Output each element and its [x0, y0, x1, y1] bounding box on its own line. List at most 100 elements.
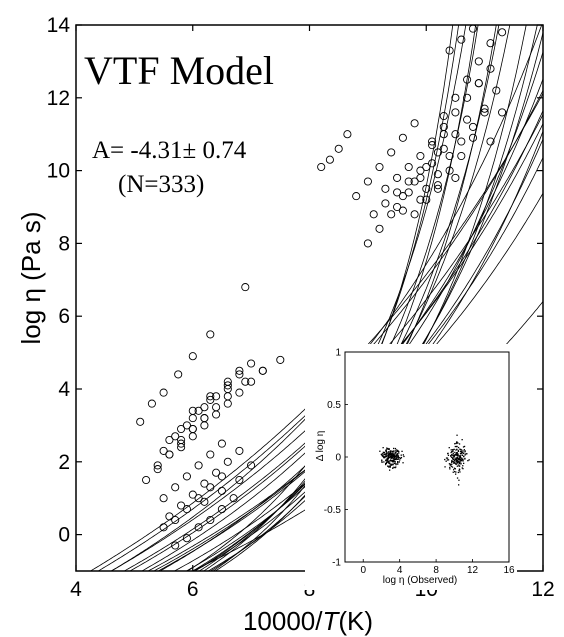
- residual-point: [383, 451, 386, 454]
- residual-point: [392, 451, 394, 453]
- observed-point: [235, 446, 244, 455]
- residual-point: [465, 453, 467, 455]
- residual-point: [403, 455, 405, 458]
- residual-point: [458, 479, 460, 481]
- observed-point: [212, 403, 221, 412]
- residual-point: [455, 471, 457, 473]
- observed-point: [177, 439, 186, 448]
- residual-point: [389, 466, 391, 468]
- fit-curve-16: [191, 25, 511, 571]
- observed-point: [463, 75, 472, 84]
- main-chart: 468101202468101214 VTF Model A= -4.31± 0…: [16, 14, 555, 636]
- observed-point: [194, 406, 203, 415]
- observed-point: [171, 541, 180, 550]
- residual-point: [466, 453, 468, 455]
- observed-point: [451, 108, 460, 117]
- residual-point: [390, 459, 392, 461]
- residual-point: [453, 462, 456, 464]
- y-tick-label: 2: [58, 451, 70, 474]
- fit-curve-17: [194, 25, 500, 571]
- residual-point: [385, 459, 387, 461]
- residual-point: [389, 450, 392, 453]
- residual-point: [457, 458, 459, 461]
- observed-point: [177, 443, 186, 452]
- residual-point: [454, 454, 457, 456]
- observed-point: [410, 177, 419, 186]
- inset-x-tick-label: 8: [433, 565, 439, 576]
- observed-point: [410, 210, 419, 219]
- residual-point: [383, 453, 386, 456]
- residual-point: [447, 454, 450, 456]
- y-tick-label: 8: [58, 232, 70, 255]
- residual-point: [397, 456, 399, 459]
- residual-point: [449, 463, 451, 465]
- observed-point: [206, 450, 215, 459]
- observed-point: [404, 177, 413, 186]
- residual-point: [396, 450, 398, 453]
- residual-point: [456, 442, 458, 444]
- observed-point: [188, 432, 197, 441]
- observed-point: [433, 184, 442, 193]
- observed-point: [428, 159, 437, 168]
- residual-point: [453, 455, 456, 457]
- residual-point: [392, 461, 395, 463]
- residual-point: [459, 455, 461, 458]
- residual-point: [464, 451, 466, 453]
- residual-point: [397, 455, 400, 457]
- residual-point: [462, 446, 465, 448]
- observed-point: [212, 410, 221, 419]
- residual-point: [392, 459, 394, 462]
- observed-point: [194, 461, 203, 470]
- residual-point: [385, 463, 387, 466]
- residual-point: [393, 450, 395, 452]
- observed-point: [223, 399, 232, 408]
- residual-point: [381, 461, 383, 463]
- observed-point: [188, 490, 197, 499]
- observed-point: [223, 384, 232, 394]
- residual-point: [399, 459, 401, 461]
- residual-point: [458, 461, 460, 463]
- residual-point: [451, 459, 453, 462]
- observed-point: [480, 108, 489, 117]
- residual-point: [450, 449, 452, 451]
- x-axis-label: 10000/T(K): [243, 606, 373, 636]
- residual-point: [463, 455, 465, 458]
- residual-point: [396, 458, 398, 460]
- observed-point: [416, 151, 425, 161]
- residual-point: [457, 454, 459, 456]
- observed-point: [457, 151, 466, 161]
- residual-point: [398, 457, 400, 459]
- observed-point: [142, 475, 151, 485]
- residual-point: [391, 454, 393, 456]
- observed-point: [317, 162, 326, 172]
- observed-point: [352, 192, 361, 201]
- residual-point: [450, 465, 452, 467]
- observed-point: [398, 133, 407, 142]
- residual-point: [446, 457, 449, 459]
- residual-point: [453, 454, 456, 456]
- residual-point: [385, 453, 387, 455]
- residual-point: [451, 463, 453, 466]
- x-tick-label: 12: [531, 578, 554, 601]
- residual-point: [460, 448, 462, 451]
- residual-point: [401, 450, 403, 452]
- observed-point: [363, 239, 372, 248]
- x-tick-label: 4: [70, 578, 82, 601]
- residual-point: [453, 469, 455, 471]
- observed-point: [451, 93, 460, 102]
- x-axis-label-unit: (K): [338, 606, 373, 636]
- observed-point: [223, 381, 232, 390]
- residual-point: [383, 457, 385, 459]
- observed-point: [182, 472, 191, 481]
- annotation-a-value: A= -4.31± 0.74: [92, 137, 247, 164]
- residual-point: [452, 458, 454, 461]
- observed-point: [177, 501, 186, 510]
- residual-point: [393, 466, 395, 468]
- residual-point: [454, 451, 456, 454]
- inset-axis-ticks: 0 4 8 12 16 -1 -0.5 0 0.5 1: [324, 348, 515, 577]
- residual-point: [386, 458, 389, 460]
- residual-point: [450, 454, 453, 456]
- axis-ticks: 468101202468101214: [47, 14, 555, 601]
- observed-point: [200, 479, 209, 488]
- residual-point: [461, 449, 463, 451]
